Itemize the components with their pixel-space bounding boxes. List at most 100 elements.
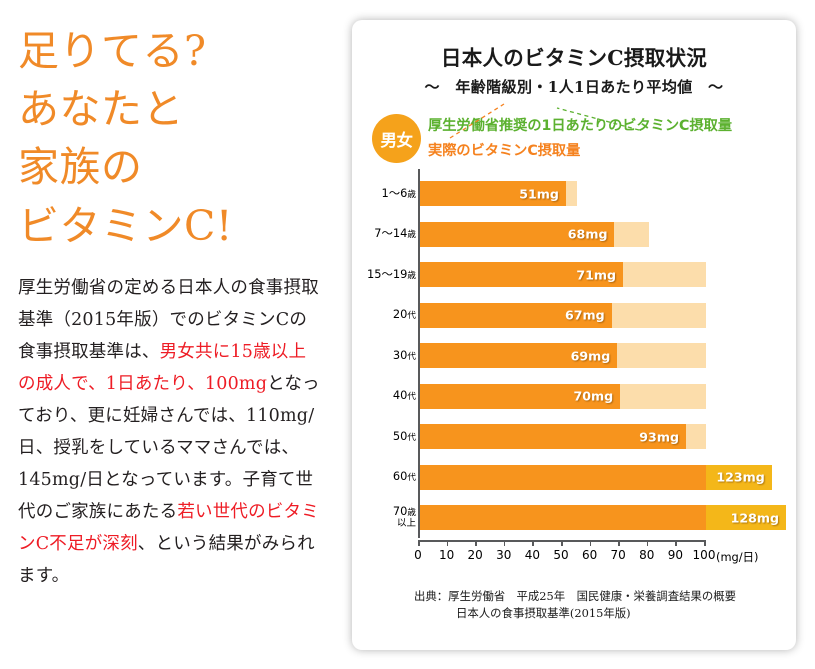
row-label-line2: 以上 <box>396 518 416 530</box>
bar-track: 70mg <box>420 383 706 409</box>
row-label-line1: 20代 <box>392 307 416 322</box>
emphasis-text: 男女共に15歳以上の成人で、1日あたり、100mg <box>18 341 307 394</box>
axis-tick <box>589 539 592 546</box>
bar-row: 15～19歳 71mg <box>367 254 770 295</box>
axis-tick <box>646 539 649 546</box>
row-label: 40代 <box>354 376 416 417</box>
axis-tick <box>418 539 420 546</box>
bar-value-label: 128mg <box>730 510 780 525</box>
bar-recommended-remainder <box>565 181 578 206</box>
bar-value-label: 123mg <box>716 469 765 485</box>
intro-column: 足りてる? あなたと 家族の ビタミンC! 厚生労働省の定める日本人の食事摂取基準（2… <box>18 22 328 592</box>
bar-track: 128mg <box>420 505 787 530</box>
bar-track: 69mg <box>420 343 706 368</box>
row-label-line1: 30代 <box>392 347 416 362</box>
row-label: 15～19歳 <box>354 254 416 295</box>
bar-actual: 68mg <box>420 221 615 247</box>
bar-actual-overflow: 123mg <box>706 464 772 490</box>
bar-actual: 69mg <box>420 343 618 368</box>
axis-tick-label: 10 <box>438 547 455 562</box>
bar-row: 1～6歳 51mg <box>382 173 770 214</box>
row-label: 30代 <box>354 335 416 376</box>
bar-track: 71mg <box>420 262 706 287</box>
bar-recommended-remainder <box>685 424 706 449</box>
chart-legend: 男女 厚生労働省推奨の1日あたりのビタミンC摂取量 実際のビタミンC摂取量 <box>352 107 796 169</box>
axis-tick <box>446 539 449 546</box>
bar-track: 93mg <box>420 424 706 449</box>
axis-tick-label: 50 <box>553 547 569 562</box>
axis-tick <box>704 539 706 546</box>
source-note: 出典：厚生労働省 平成25年 国民健康・栄養調査結果の概要日本人の食事摂取基準(… <box>352 588 796 623</box>
axis-tick-label: 20 <box>467 547 483 562</box>
row-label-line1: 50代 <box>392 428 416 443</box>
bar-actual <box>420 464 706 490</box>
bar-track: 68mg <box>420 221 649 247</box>
source-line-2: 日本人の食事摂取基準(2015年版) <box>456 606 631 621</box>
chart-title: 日本人のビタミンC摂取状況 <box>440 46 708 70</box>
chart-subtitle: ～ 年齢階級別・1人1日あたり平均値 ～ <box>424 78 724 96</box>
page-headline: 足りてる? あなたと 家族の ビタミンC! <box>18 22 328 255</box>
axis-tick-label: 90 <box>667 547 684 562</box>
axis-tick <box>532 539 534 546</box>
axis-tick <box>561 539 563 546</box>
headline-line-1: 足りてる? <box>18 27 207 75</box>
row-label: 7～14歳 <box>354 214 416 255</box>
gender-badge: 男女 <box>372 114 421 163</box>
row-label: 1～6歳 <box>354 173 417 214</box>
bar-rows: 1～6歳 51mg 7～14歳 68mg 15～19歳 71mg 20代 67mg 30代 69m… <box>367 169 787 538</box>
bar-recommended-remainder <box>620 383 706 409</box>
axis-tick <box>675 539 677 546</box>
bar-value-label: 70mg <box>573 388 614 404</box>
bar-row: 40代 70mg <box>393 376 770 417</box>
bar-actual <box>420 505 706 530</box>
bar-recommended-remainder <box>614 221 649 247</box>
bar-value-label: 69mg <box>570 348 611 363</box>
row-label-line1: 15～19歳 <box>367 266 416 281</box>
bar-track: 123mg <box>420 464 772 490</box>
bar-actual: 71mg <box>420 262 624 287</box>
headline-line-3: 家族の <box>18 143 143 192</box>
row-label: 60代 <box>354 457 416 498</box>
bar-recommended-remainder <box>623 262 706 287</box>
axis-tick-label: 0 <box>414 547 422 562</box>
bar-value-label: 51mg <box>519 186 559 201</box>
source-line-1: 出典：厚生労働省 平成25年 国民健康・栄養調査結果の概要 <box>414 588 737 603</box>
bar-row: 20代 67mg <box>393 295 770 336</box>
row-label-line1: 1～6歳 <box>381 185 417 200</box>
bar-recommended-remainder <box>617 343 706 368</box>
axis-tick <box>618 539 620 546</box>
axis-tick-label: 80 <box>639 547 655 562</box>
axis-tick-label: 30 <box>496 547 512 562</box>
axis-tick-label: 70 <box>610 547 626 562</box>
bar-actual-overflow: 128mg <box>706 505 787 530</box>
axis-tick-label: 60 <box>581 547 598 562</box>
axis-unit-label: (mg/日) <box>716 549 759 564</box>
bar-row: 60代 123mg <box>393 457 772 498</box>
bar-row: 70歳 以上 128mg <box>393 497 787 538</box>
row-label: 50代 <box>354 416 416 457</box>
row-label-line1: 7～14歳 <box>374 226 416 241</box>
axis-tick-label: 40 <box>524 547 541 562</box>
headline-line-4: ビタミンC! <box>18 201 233 250</box>
x-axis: 0 10 20 30 40 50 60 70 80 90 100 (mg/日) <box>414 539 770 566</box>
bar-row: 30代 69mg <box>393 335 770 376</box>
legend-item-actual: 実際のビタミンC摂取量 <box>428 143 581 159</box>
bar-value-label: 68mg <box>567 226 608 242</box>
row-label-line1: 60代 <box>392 469 416 484</box>
axis-tick <box>475 539 477 546</box>
legend-item-recommended: 厚生労働省推奨の1日あたりのビタミンC摂取量 <box>428 118 733 134</box>
bar-row: 7～14歳 68mg <box>374 214 770 255</box>
axis-tick <box>503 539 506 546</box>
emphasis-text: 若い世代のビタミンC不足が深刻 <box>18 501 319 554</box>
row-label-line1: 70歳 <box>392 503 416 518</box>
plot-area: 1～6歳 51mg 7～14歳 68mg 15～19歳 71mg 20代 67mg 30代 69m… <box>352 169 796 566</box>
bar-actual: 93mg <box>420 424 686 449</box>
bar-actual: 51mg <box>420 181 566 206</box>
row-label: 20代 <box>354 295 416 336</box>
bar-row: 50代 93mg <box>393 416 770 457</box>
row-label: 70歳 以上 <box>354 497 416 538</box>
bar-value-label: 93mg <box>639 429 679 444</box>
axis-tick-label: 100 <box>692 547 716 562</box>
intro-paragraph: 厚生労働省の定める日本人の食事摂取基準（2015年版）でのビタミンCの食事摂取基… <box>18 277 320 587</box>
bar-value-label: 71mg <box>576 267 617 282</box>
